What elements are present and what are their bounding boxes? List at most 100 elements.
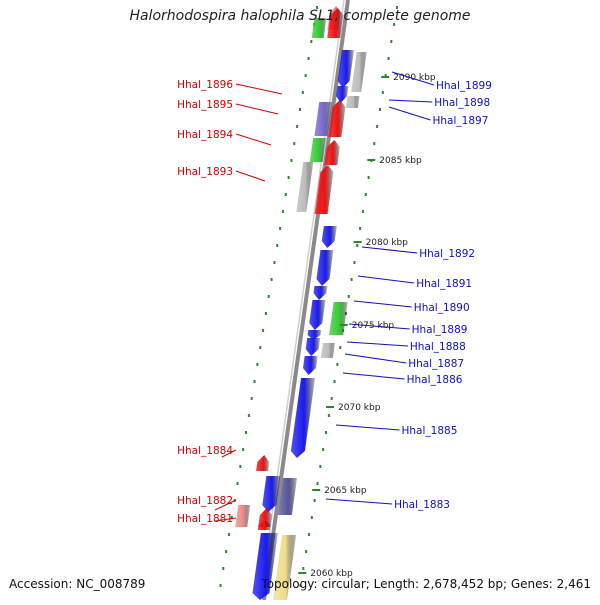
dot-guide-right — [302, 567, 305, 570]
gene-label-right: Hhal_1890 — [414, 302, 470, 314]
gene-20-blue — [305, 338, 321, 356]
gene-10-green — [309, 138, 327, 162]
page-title: Halorhodospira halophila SL1, complete g… — [129, 8, 471, 24]
gene-label-leader-right — [348, 323, 410, 330]
gene-2-green — [311, 18, 327, 38]
dot-guide-right — [327, 414, 330, 417]
gene-label-leader-right — [335, 424, 400, 431]
gene-18-green — [329, 302, 348, 335]
gene-16-blue — [313, 286, 328, 300]
gene-9-red — [328, 100, 346, 137]
dot-guide-left — [301, 91, 304, 94]
gene-12-gray — [296, 162, 314, 212]
gene-label-leader-left — [235, 83, 283, 95]
gene-label-leader-right — [357, 275, 415, 284]
gene-label-leader-right — [388, 106, 431, 121]
gene-label-leader-left — [214, 517, 237, 522]
gene-label-leader-right — [344, 353, 407, 364]
dot-guide-left — [256, 363, 259, 366]
dot-guide-right — [395, 6, 398, 9]
gene-label-leader-right — [353, 300, 412, 308]
dot-guide-right — [316, 482, 319, 485]
dot-guide-right — [381, 91, 384, 94]
gene-label-right: Hhal_1886 — [407, 374, 463, 386]
gene-label-right: Hhal_1892 — [419, 248, 475, 260]
gene-label-right: Hhal_1889 — [412, 324, 468, 336]
dot-guide-left — [307, 57, 310, 60]
dot-guide-left — [236, 482, 239, 485]
dot-guide-right — [322, 448, 325, 451]
gene-26-indigo — [277, 478, 298, 515]
dot-guide-left — [219, 584, 222, 587]
gene-13-red — [314, 165, 334, 214]
gene-label-right: Hhal_1887 — [408, 358, 464, 370]
gene-25-blue — [262, 476, 281, 512]
dot-guide-right — [305, 550, 308, 553]
gene-label-right: Hhal_1883 — [394, 499, 450, 511]
scale-tick-label: 2070 kbp — [338, 403, 381, 413]
dot-guide-right — [356, 244, 359, 247]
dot-guide-right — [333, 380, 336, 383]
gene-14-blue — [321, 226, 337, 248]
dot-guide-left — [242, 448, 245, 451]
gene-27-pink — [235, 505, 251, 527]
gene-7-gray — [345, 96, 360, 108]
scale-tick-label: 2080 kbp — [366, 238, 409, 248]
dot-guide-right — [390, 40, 393, 43]
dot-guide-left — [245, 431, 248, 434]
gene-19-blue — [307, 330, 322, 340]
dot-guide-left — [264, 312, 267, 315]
gene-label-leader-left — [235, 170, 266, 182]
dot-guide-left — [287, 176, 290, 179]
dot-guide-right — [319, 465, 322, 468]
gene-30-blue — [252, 533, 278, 600]
dot-guide-right — [387, 57, 390, 60]
dot-guide-right — [393, 23, 396, 26]
dot-guide-left — [298, 108, 301, 111]
gene-label-right: Hhal_1897 — [433, 115, 489, 127]
gene-23-blue — [290, 378, 316, 458]
dot-guide-left — [259, 346, 262, 349]
dot-guide-right — [325, 431, 328, 434]
scale-tick-label: 2085 kbp — [379, 156, 422, 166]
gene-label-leader-right — [342, 372, 405, 380]
gene-17-blue — [309, 300, 326, 330]
dot-guide-right — [313, 499, 316, 502]
dot-guide-right — [310, 516, 313, 519]
genome-backbone — [262, 0, 350, 601]
gene-24-red — [256, 455, 270, 471]
dot-guide-right — [364, 193, 367, 196]
dot-guide-left — [284, 193, 287, 196]
gene-label-leader-right — [346, 341, 408, 347]
genome-backbone-edge — [259, 0, 345, 601]
dot-guide-right — [376, 125, 379, 128]
gene-22-blue — [302, 356, 318, 375]
gene-label-left: Hhal_1893 — [177, 166, 233, 178]
dot-guide-right — [336, 363, 339, 366]
dot-guide-right — [307, 533, 310, 536]
dot-guide-left — [310, 40, 313, 43]
gene-label-leader-left — [214, 499, 237, 511]
dot-guide-right — [330, 397, 333, 400]
gene-21-gray — [320, 343, 335, 358]
dot-guide-left — [315, 6, 318, 9]
gene-label-leader-left — [235, 133, 272, 146]
gene-6-blue — [336, 86, 349, 103]
gene-5-gray — [351, 52, 367, 92]
genome-summary-text: Topology: circular; Length: 2,678,452 bp… — [261, 577, 591, 591]
gene-label-leader-left — [221, 449, 237, 458]
gene-29-red — [257, 520, 271, 530]
dot-guide-left — [290, 159, 293, 162]
dot-guide-left — [239, 465, 242, 468]
gene-label-leader-right — [391, 71, 435, 86]
dot-guide-right — [299, 584, 302, 587]
dot-guide-left — [227, 533, 230, 536]
dot-guide-right — [350, 278, 353, 281]
scale-tick-label: 2065 kbp — [324, 486, 367, 496]
gene-label-right: Hhal_1891 — [416, 278, 472, 290]
dot-guide-left — [270, 278, 273, 281]
dot-guide-right — [353, 261, 356, 264]
gene-3-red — [327, 8, 344, 38]
